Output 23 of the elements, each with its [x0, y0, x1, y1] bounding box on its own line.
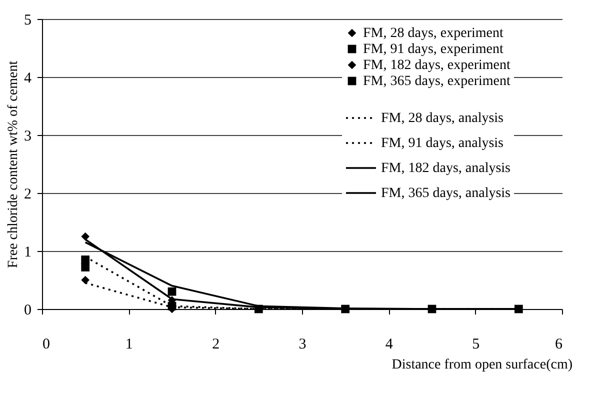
x-tick-label: 4 — [385, 336, 394, 352]
y-tick-label: 4 — [24, 70, 32, 86]
y-tick-label: 2 — [24, 186, 32, 202]
x-tick-label: 5 — [472, 336, 480, 352]
x-tick-label: 3 — [298, 336, 306, 352]
y-tick-label: 5 — [24, 12, 32, 28]
legend-label: FM, 365 days, experiment — [363, 74, 510, 89]
y-tick-label: 0 — [24, 302, 32, 318]
legend-label: FM, 182 days, analysis — [381, 161, 510, 176]
legend-label: FM, 91 days, analysis — [381, 136, 504, 151]
y-tick-label: 1 — [24, 244, 32, 260]
legend-label: FM, 91 days, experiment — [363, 42, 504, 57]
legend-label: FM, 182 days, experiment — [363, 58, 510, 73]
y-tick-label: 3 — [24, 128, 32, 144]
x-axis-title: Distance from open surface(cm) — [392, 358, 573, 372]
x-tick-label: 2 — [212, 336, 220, 352]
x-tick-label: 1 — [125, 336, 133, 352]
legend-label: FM, 365 days, analysis — [381, 186, 510, 201]
legend-label: FM, 28 days, analysis — [381, 111, 504, 126]
y-axis-title: Free chloride content wt% of cement — [6, 60, 21, 268]
legend-label: FM, 28 days, experiment — [363, 26, 504, 41]
x-tick-label: 0 — [42, 336, 50, 352]
x-tick-label: 6 — [555, 336, 563, 352]
